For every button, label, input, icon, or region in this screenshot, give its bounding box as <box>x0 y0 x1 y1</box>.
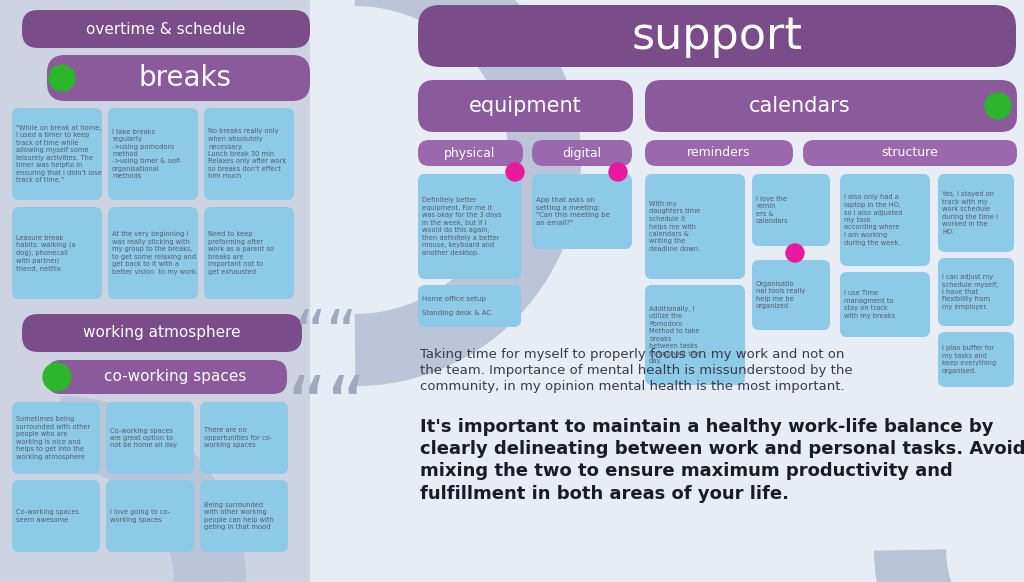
FancyBboxPatch shape <box>418 80 633 132</box>
Circle shape <box>985 93 1011 119</box>
FancyBboxPatch shape <box>22 10 310 48</box>
Text: overtime & schedule: overtime & schedule <box>86 22 246 37</box>
FancyBboxPatch shape <box>938 332 1014 387</box>
Text: Home office setup

Standing desk & AC: Home office setup Standing desk & AC <box>422 296 492 317</box>
FancyBboxPatch shape <box>200 402 288 474</box>
FancyBboxPatch shape <box>418 5 1016 67</box>
FancyBboxPatch shape <box>645 140 793 166</box>
FancyBboxPatch shape <box>532 174 632 249</box>
Text: At the very beginning I
was really sticking with
my group to the breaks,
to get : At the very beginning I was really stick… <box>112 231 198 275</box>
FancyBboxPatch shape <box>12 480 100 552</box>
Text: I also only had a
laptop in the HO,
so I also adjusted
my task
according where
I: I also only had a laptop in the HO, so I… <box>844 194 902 246</box>
Text: I love going to co-
working spaces: I love going to co- working spaces <box>110 509 170 523</box>
Circle shape <box>786 244 804 262</box>
FancyBboxPatch shape <box>418 285 521 327</box>
FancyBboxPatch shape <box>645 80 1017 132</box>
Text: I plan buffer for
my tasks and
keep everything
organised.: I plan buffer for my tasks and keep ever… <box>942 345 996 374</box>
Text: Need to keep
preforming after
work as a parent so
breaks are
important not to
ge: Need to keep preforming after work as a … <box>208 231 274 275</box>
FancyBboxPatch shape <box>418 140 523 166</box>
Circle shape <box>506 163 524 181</box>
FancyBboxPatch shape <box>108 207 198 299</box>
FancyBboxPatch shape <box>938 174 1014 252</box>
Text: Taking time for myself to properly focus on my work and not on
the team. Importa: Taking time for myself to properly focus… <box>420 348 853 393</box>
Text: breaks: breaks <box>138 64 231 92</box>
FancyBboxPatch shape <box>47 55 310 101</box>
Text: reminders: reminders <box>687 147 751 159</box>
Text: Definitely better
equipment. For me it
was okay for the 3 days
in the week, but : Definitely better equipment. For me it w… <box>422 197 502 255</box>
Text: equipment: equipment <box>469 96 582 116</box>
FancyBboxPatch shape <box>532 140 632 166</box>
Text: Being surrounded
with other working
people can help with
geting in that mood: Being surrounded with other working peop… <box>204 502 273 530</box>
FancyBboxPatch shape <box>310 0 1024 582</box>
FancyBboxPatch shape <box>752 260 830 330</box>
Text: Yes, I stayed on
track with my
work schedule
during the time I
worked in the
HO.: Yes, I stayed on track with my work sche… <box>942 191 997 235</box>
FancyBboxPatch shape <box>418 174 521 279</box>
Text: support: support <box>632 15 803 58</box>
Text: There are no
opportunities for co-
working spaces: There are no opportunities for co- worki… <box>204 428 272 449</box>
Text: "While on break at home,
I used a timer to keep
track of time while
allowing mys: "While on break at home, I used a timer … <box>16 125 101 183</box>
Circle shape <box>43 363 71 391</box>
Text: I take breaks
regularly.
->using pomodoro
method
->using timer & self-
organisat: I take breaks regularly. ->using pomodor… <box>112 129 181 179</box>
Text: I can adjust my
schedule myself,
I have that
flexibility from
my employer.: I can adjust my schedule myself, I have … <box>942 274 998 310</box>
FancyBboxPatch shape <box>106 480 194 552</box>
FancyBboxPatch shape <box>840 174 930 266</box>
FancyBboxPatch shape <box>204 108 294 200</box>
FancyBboxPatch shape <box>752 174 830 246</box>
Circle shape <box>49 65 75 91</box>
FancyBboxPatch shape <box>12 402 100 474</box>
FancyBboxPatch shape <box>645 174 745 279</box>
Text: With my
daughters time
schedule it
helps me with
calendars &
writing the
deadlin: With my daughters time schedule it helps… <box>649 201 700 252</box>
Text: Organisatio
nal tools really
help me be
organized: Organisatio nal tools really help me be … <box>756 281 805 309</box>
Text: I use Time
managment to
stay on track
with my breaks: I use Time managment to stay on track wi… <box>844 290 895 319</box>
Text: working atmosphere: working atmosphere <box>83 325 241 340</box>
Text: Sometimes being
surrounded with other
people who are
working is nice and
helps t: Sometimes being surrounded with other pe… <box>16 416 90 460</box>
FancyBboxPatch shape <box>12 207 102 299</box>
Text: Leasure break
habits: walking (a
dog), phonecall
with partner/
friend, netflix: Leasure break habits: walking (a dog), p… <box>16 235 76 271</box>
Text: Co-working spaces
are great option to
not be home all day: Co-working spaces are great option to no… <box>110 428 177 449</box>
Text: It's important to maintain a healthy work-life balance by
clearly delineating be: It's important to maintain a healthy wor… <box>420 418 1024 503</box>
Text: physical: physical <box>444 147 496 159</box>
Text: ““: ““ <box>287 372 368 448</box>
Text: structure: structure <box>882 147 938 159</box>
FancyBboxPatch shape <box>803 140 1017 166</box>
FancyBboxPatch shape <box>645 285 745 385</box>
Text: co-working spaces: co-working spaces <box>103 370 246 385</box>
Text: No breaks really only
when absolutely
necessary.
Lunch break 30 min
Relaxes only: No breaks really only when absolutely ne… <box>208 129 287 179</box>
FancyBboxPatch shape <box>840 272 930 337</box>
FancyBboxPatch shape <box>200 480 288 552</box>
Circle shape <box>609 163 627 181</box>
Text: I love the
remin
ers &
calendars: I love the remin ers & calendars <box>756 196 788 224</box>
FancyBboxPatch shape <box>204 207 294 299</box>
FancyBboxPatch shape <box>108 108 198 200</box>
FancyBboxPatch shape <box>938 258 1014 326</box>
Text: Additionally, I
utilize the
Pomodoro
Method to take
breaks
between tasks
through: Additionally, I utilize the Pomodoro Met… <box>649 306 699 364</box>
FancyBboxPatch shape <box>22 314 302 352</box>
Text: digital: digital <box>562 147 601 159</box>
FancyBboxPatch shape <box>106 402 194 474</box>
FancyBboxPatch shape <box>47 360 287 394</box>
Text: ““: ““ <box>295 308 358 367</box>
FancyBboxPatch shape <box>12 108 102 200</box>
Text: calendars: calendars <box>750 96 851 116</box>
Text: Co-working spaces
seem awesome: Co-working spaces seem awesome <box>16 509 79 523</box>
Text: App that asks on
setting a meeting:
"Can this meeting be
an email?": App that asks on setting a meeting: "Can… <box>536 197 609 226</box>
